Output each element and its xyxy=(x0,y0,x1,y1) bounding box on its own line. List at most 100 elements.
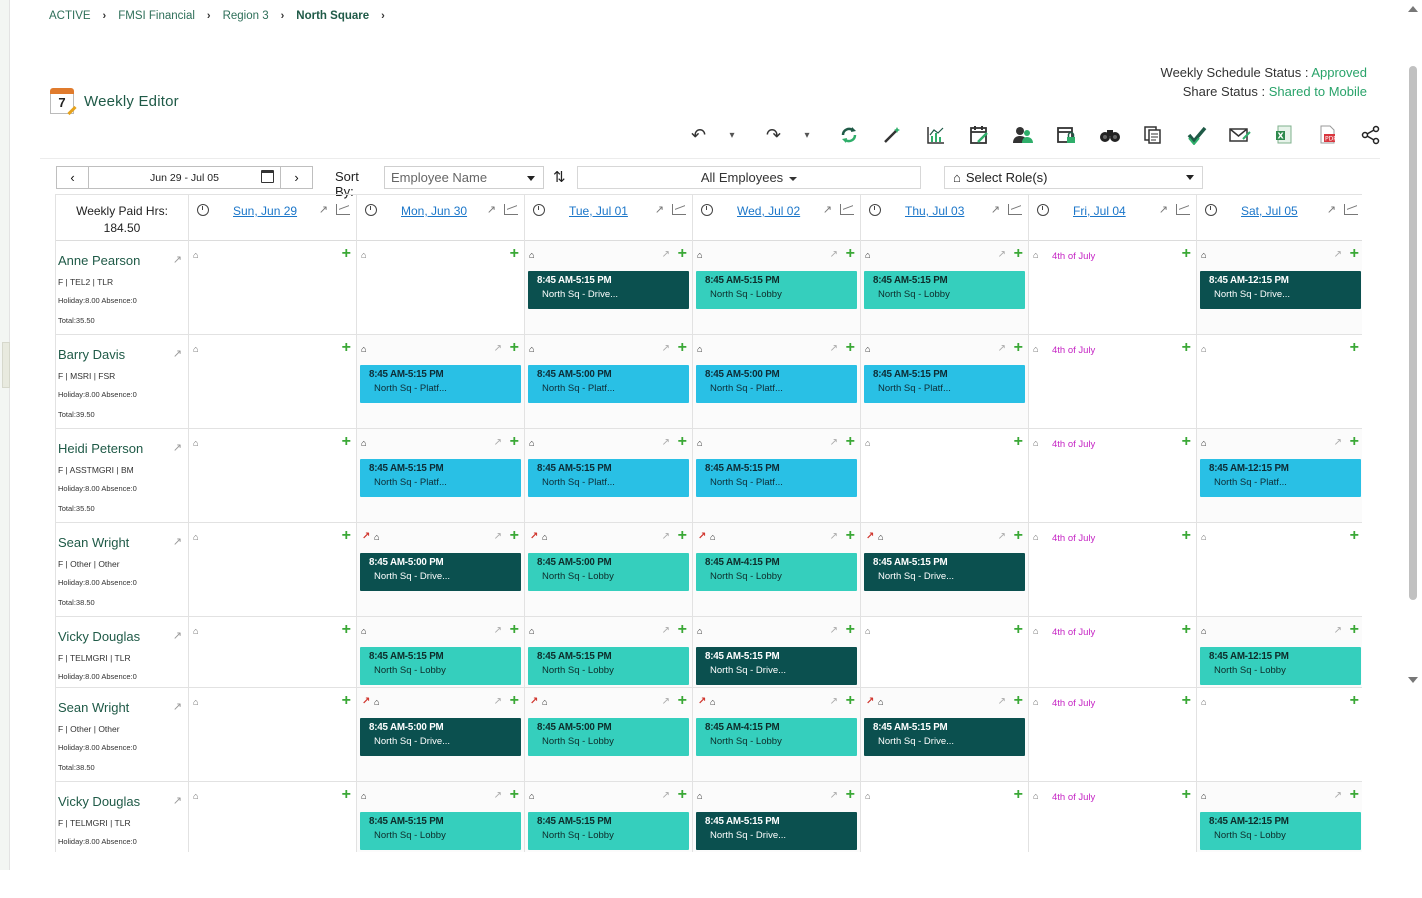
add-shift-button[interactable]: + xyxy=(1181,692,1191,709)
day-cell[interactable]: ⌂ ↗ +8:45 AM-5:15 PM North Sq - Platf... xyxy=(861,335,1029,428)
pin-icon[interactable]: ↗ xyxy=(997,343,1006,354)
clock-icon[interactable] xyxy=(869,204,881,216)
day-cell[interactable]: ⌂ + xyxy=(189,782,357,852)
pin-icon[interactable]: ↗ xyxy=(829,790,838,801)
day-cell[interactable]: ⌂ +4th of July xyxy=(1029,688,1197,781)
day-cell[interactable]: ⌂ +4th of July xyxy=(1029,335,1197,428)
pin-icon[interactable]: ↗ xyxy=(661,437,670,448)
day-cell[interactable]: ↗ ⌂ ↗ +8:45 AM-4:15 PM North Sq - Lobby xyxy=(693,688,861,781)
pin-icon[interactable]: ↗ xyxy=(829,249,838,260)
calendar-edit-icon[interactable] xyxy=(966,122,993,148)
day-cell[interactable]: ⌂ ↗ +8:45 AM-5:15 PM North Sq - Lobby xyxy=(357,617,525,687)
shift-block[interactable]: 8:45 AM-5:15 PM North Sq - Drive... xyxy=(528,271,689,309)
pin-icon[interactable]: ↗ xyxy=(493,531,502,542)
day-cell[interactable]: ↗ ⌂ ↗ +8:45 AM-5:00 PM North Sq - Lobby xyxy=(525,688,693,781)
day-cell[interactable]: ↗ ⌂ ↗ +8:45 AM-5:00 PM North Sq - Drive... xyxy=(357,523,525,616)
add-shift-button[interactable]: + xyxy=(677,433,687,450)
day-cell[interactable]: ↗ ⌂ ↗ +8:45 AM-4:15 PM North Sq - Lobby xyxy=(693,523,861,616)
redo-icon[interactable]: ↷ xyxy=(765,124,782,145)
add-shift-button[interactable]: + xyxy=(1181,621,1191,638)
add-shift-button[interactable]: + xyxy=(341,527,351,544)
pin-icon[interactable]: ↗ xyxy=(172,795,182,807)
pin-icon[interactable]: ↗ xyxy=(172,630,182,642)
add-shift-button[interactable]: + xyxy=(1349,786,1359,803)
pin-icon[interactable]: ↗ xyxy=(829,625,838,636)
day-cell[interactable]: ↗ ⌂ ↗ +8:45 AM-5:00 PM North Sq - Lobby xyxy=(525,523,693,616)
day-cell[interactable]: ⌂ + xyxy=(1197,688,1362,781)
day-cell[interactable]: ⌂ ↗ +8:45 AM-5:15 PM North Sq - Platf... xyxy=(525,429,693,522)
employee-name[interactable]: Heidi Peterson xyxy=(58,441,144,456)
pin-icon[interactable]: ↗ xyxy=(486,204,496,216)
day-cell[interactable]: ⌂ + xyxy=(189,241,357,334)
clock-icon[interactable] xyxy=(1037,204,1049,216)
clock-icon[interactable] xyxy=(533,204,545,216)
add-shift-button[interactable]: + xyxy=(1013,786,1023,803)
day-cell[interactable]: ⌂ ↗ +8:45 AM-5:15 PM North Sq - Drive... xyxy=(693,617,861,687)
pin-icon[interactable]: ↗ xyxy=(997,531,1006,542)
add-shift-button[interactable]: + xyxy=(341,245,351,262)
pin-icon[interactable]: ↗ xyxy=(172,348,182,360)
pin-icon[interactable]: ↗ xyxy=(997,696,1006,707)
add-shift-button[interactable]: + xyxy=(1181,245,1191,262)
day-cell[interactable]: ⌂ ↗ +8:45 AM-5:15 PM North Sq - Platf... xyxy=(693,429,861,522)
shift-block[interactable]: 8:45 AM-5:15 PM North Sq - Drive... xyxy=(864,553,1025,591)
shift-block[interactable]: 8:45 AM-12:15 PM North Sq - Lobby xyxy=(1200,812,1361,850)
role-select[interactable]: ⌂ Select Role(s) xyxy=(944,166,1203,189)
calendar-lock-icon[interactable] xyxy=(1053,122,1080,148)
chevron-right-icon[interactable]: › xyxy=(381,10,385,22)
add-shift-button[interactable]: + xyxy=(845,245,855,262)
shift-block[interactable]: 8:45 AM-5:15 PM North Sq - Drive... xyxy=(696,647,857,685)
pin-icon[interactable]: ↗ xyxy=(493,437,502,448)
add-shift-button[interactable]: + xyxy=(845,433,855,450)
pin-icon[interactable]: ↗ xyxy=(822,204,832,216)
add-shift-button[interactable]: + xyxy=(677,692,687,709)
add-shift-button[interactable]: + xyxy=(509,692,519,709)
clock-icon[interactable] xyxy=(197,204,209,216)
day-cell[interactable]: ⌂ ↗ +8:45 AM-5:15 PM North Sq - Platf... xyxy=(357,429,525,522)
day-cell[interactable]: ⌂ ↗ +8:45 AM-5:15 PM North Sq - Lobby xyxy=(525,782,693,852)
refresh-schedule-icon[interactable] xyxy=(835,122,862,148)
shift-block[interactable]: 8:45 AM-5:15 PM North Sq - Lobby xyxy=(360,812,521,850)
pin-icon[interactable]: ↗ xyxy=(829,696,838,707)
add-shift-button[interactable]: + xyxy=(1349,692,1359,709)
day-cell[interactable]: ⌂ ↗ +8:45 AM-5:15 PM North Sq - Lobby xyxy=(357,782,525,852)
day-cell[interactable]: ⌂ ↗ +8:45 AM-12:15 PM North Sq - Drive... xyxy=(1197,241,1362,334)
shift-block[interactable]: 8:45 AM-12:15 PM North Sq - Platf... xyxy=(1200,459,1361,497)
pin-icon[interactable]: ↗ xyxy=(1158,204,1168,216)
pin-icon[interactable]: ↗ xyxy=(172,536,182,548)
pin-icon[interactable]: ↗ xyxy=(661,790,670,801)
add-shift-button[interactable]: + xyxy=(1349,621,1359,638)
chart-icon[interactable] xyxy=(336,204,350,215)
undo-dropdown-icon[interactable]: ▾ xyxy=(729,129,735,141)
pin-icon[interactable]: ↗ xyxy=(1326,204,1336,216)
add-shift-button[interactable]: + xyxy=(677,245,687,262)
add-shift-button[interactable]: + xyxy=(509,245,519,262)
day-cell[interactable]: ⌂ ↗ +8:45 AM-5:15 PM North Sq - Lobby xyxy=(861,241,1029,334)
pin-icon[interactable]: ↗ xyxy=(661,343,670,354)
day-cell[interactable]: ⌂ + xyxy=(189,617,357,687)
next-week-button[interactable]: › xyxy=(294,170,299,185)
add-shift-button[interactable]: + xyxy=(509,786,519,803)
pin-icon[interactable]: ↗ xyxy=(1333,249,1342,260)
day-cell[interactable]: ⌂ ↗ +8:45 AM-5:15 PM North Sq - Platf... xyxy=(357,335,525,428)
add-shift-button[interactable]: + xyxy=(1349,433,1359,450)
add-shift-button[interactable]: + xyxy=(1349,245,1359,262)
add-shift-button[interactable]: + xyxy=(1181,786,1191,803)
add-shift-button[interactable]: + xyxy=(1181,339,1191,356)
employee-name[interactable]: Anne Pearson xyxy=(58,253,141,268)
clock-icon[interactable] xyxy=(1205,204,1217,216)
undo-icon[interactable]: ↶ xyxy=(690,124,707,145)
add-shift-button[interactable]: + xyxy=(341,339,351,356)
shift-block[interactable]: 8:45 AM-12:15 PM North Sq - Drive... xyxy=(1200,271,1361,309)
add-shift-button[interactable]: + xyxy=(341,621,351,638)
day-cell[interactable]: ⌂ + xyxy=(189,335,357,428)
day-cell[interactable]: ⌂ + xyxy=(861,782,1029,852)
chart-icon[interactable] xyxy=(504,204,518,215)
pin-icon[interactable]: ↗ xyxy=(661,531,670,542)
day-cell[interactable]: ⌂ ↗ +8:45 AM-5:15 PM North Sq - Drive... xyxy=(693,782,861,852)
redo-dropdown-icon[interactable]: ▾ xyxy=(804,129,810,141)
day-header-link[interactable]: Sat, Jul 05 xyxy=(1241,204,1298,218)
binoculars-icon[interactable] xyxy=(1096,122,1123,148)
copy-icon[interactable] xyxy=(1140,122,1167,148)
pin-icon[interactable]: ↗ xyxy=(493,696,502,707)
